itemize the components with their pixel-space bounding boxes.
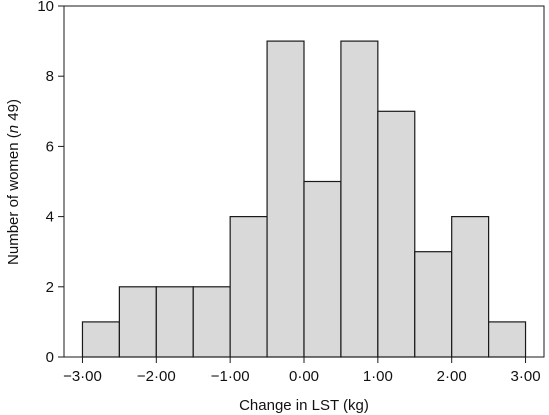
y-tick-label-1: 2 [46, 279, 54, 296]
y-tick-label-0: 0 [46, 349, 54, 366]
x-tick-label-3: 0·00 [289, 368, 319, 385]
x-axis-label: Change in LST (kg) [239, 397, 369, 414]
x-tick-label-0: −3·00 [63, 368, 102, 385]
y-axis-label-prefix: Number of women ( [5, 133, 22, 265]
histogram-bar-8 [377, 110, 416, 358]
x-tick-label-1: −2·00 [137, 368, 176, 385]
y-axis-label-italic: n [5, 125, 22, 133]
histogram-bar-10 [451, 216, 490, 358]
histogram-bar-5 [266, 40, 305, 358]
histogram-bar-4 [229, 216, 268, 358]
x-tick-label-4: 1·00 [363, 368, 393, 385]
y-axis: 0 2 4 6 8 10 [37, 0, 64, 366]
y-axis-label: Number of women (n 49) [5, 99, 22, 265]
histogram-bar-11 [488, 321, 527, 358]
x-tick-label-2: −1·00 [211, 368, 250, 385]
y-axis-label-suffix: 49) [5, 99, 22, 125]
histogram-bar-6 [303, 180, 342, 358]
y-tick-label-2: 4 [46, 209, 54, 226]
x-axis: −3·00 −2·00 −1·00 0·00 1·00 2·00 3·00 [63, 357, 541, 385]
histogram-bar-3 [192, 286, 231, 358]
histogram-bar-0 [81, 321, 120, 358]
histogram-bar-9 [414, 251, 453, 358]
bars-layer [81, 40, 527, 358]
x-tick-label-5: 2·00 [437, 368, 467, 385]
y-tick-label-3: 6 [46, 138, 54, 155]
y-tick-label-5: 10 [37, 0, 54, 15]
y-tick-label-4: 8 [46, 68, 54, 85]
histogram-bar-1 [118, 286, 157, 358]
histogram-bar-2 [155, 286, 194, 358]
x-tick-label-6: 3·00 [511, 368, 541, 385]
histogram-bar-7 [340, 40, 379, 358]
